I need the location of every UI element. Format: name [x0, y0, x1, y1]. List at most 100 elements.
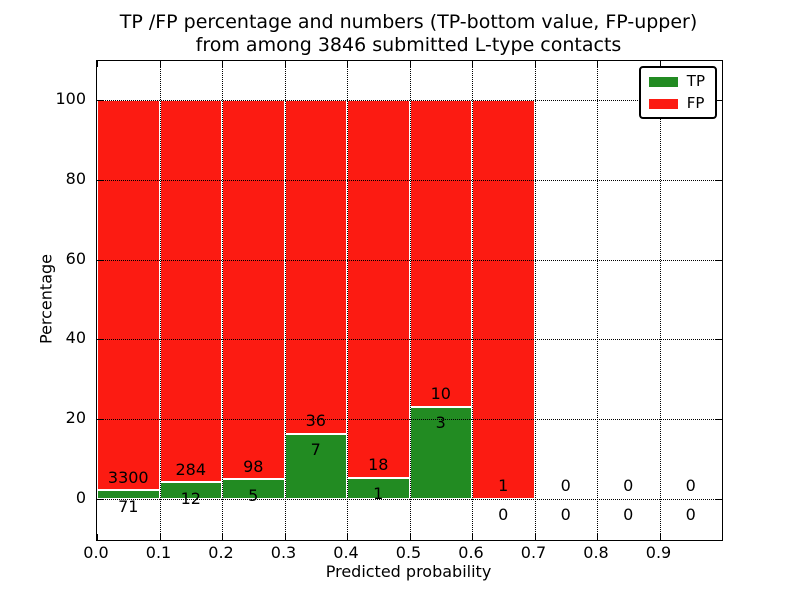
x-tick-label: 0.6: [458, 543, 484, 562]
fp-count-label: 0: [560, 476, 571, 496]
x-tick-mark-top: [284, 61, 286, 67]
y-tick-mark-right: [716, 498, 722, 500]
x-tick-label: 0.4: [333, 543, 359, 562]
x-tick-mark-top: [409, 61, 411, 67]
x-axis-label: Predicted probability: [325, 562, 492, 581]
x-tick-mark-top: [534, 61, 536, 67]
chart-title: TP /FP percentage and numbers (TP-bottom…: [96, 11, 721, 57]
fp-count-label: 18: [368, 455, 389, 475]
y-tick-mark-right: [716, 100, 722, 102]
y-tick-mark-left: [97, 498, 103, 500]
x-tick-mark-top: [597, 61, 598, 67]
x-tick-mark-bottom: [347, 534, 348, 540]
x-tick-mark-bottom: [534, 534, 536, 540]
x-tick-mark-top: [659, 61, 661, 67]
tp-count-label: 12: [180, 488, 201, 508]
x-tick-mark-bottom: [409, 534, 411, 540]
x-tick-mark-top: [222, 61, 223, 67]
bar-fp-segment: [409, 100, 472, 407]
y-tick-mark-right: [716, 339, 722, 341]
x-tick-mark-bottom: [222, 534, 223, 540]
gridline-x: [159, 61, 161, 540]
y-tick-mark-left: [97, 339, 103, 341]
y-tick-label: 60: [65, 248, 86, 268]
x-tick-mark-bottom: [159, 534, 161, 540]
gridline-x: [222, 61, 223, 540]
x-tick-mark-bottom: [659, 534, 661, 540]
y-tick-mark-left: [97, 180, 103, 182]
y-tick-mark-left: [97, 100, 103, 102]
gridline-x: [347, 61, 348, 540]
fp-color-swatch: [648, 98, 678, 109]
bar-tp-segment: [284, 433, 347, 499]
fp-count-label: 0: [685, 476, 696, 496]
chart-title-line1: TP /FP percentage and numbers (TP-bottom…: [119, 11, 698, 33]
y-tick-mark-right: [716, 180, 722, 182]
tp-count-label: 0: [685, 504, 696, 524]
y-tick-mark-left: [97, 259, 103, 261]
y-tick-mark-right: [716, 418, 722, 420]
x-tick-label: 0.1: [145, 543, 172, 562]
x-tick-mark-top: [97, 61, 98, 67]
legend-entry-tp: TP: [648, 72, 705, 90]
tp-color-swatch: [648, 76, 678, 87]
y-tick-label: 80: [65, 169, 86, 189]
x-tick-label: 0.2: [208, 543, 234, 562]
gridline-x: [472, 61, 473, 540]
tp-count-label: 3: [435, 413, 446, 433]
bar-fp-segment: [472, 100, 535, 499]
legend: TP FP: [638, 66, 717, 119]
fp-count-label: 3300: [107, 467, 149, 487]
y-tick-label: 20: [65, 407, 86, 427]
x-tick-label: 0.0: [83, 543, 109, 562]
x-tick-mark-bottom: [472, 534, 473, 540]
x-tick-mark-top: [159, 61, 161, 67]
x-tick-label: 0.9: [645, 543, 672, 562]
x-tick-mark-bottom: [284, 534, 286, 540]
x-tick-label: 0.8: [583, 543, 609, 562]
legend-label-fp: FP: [686, 94, 705, 112]
bar-fp-segment: [159, 100, 222, 483]
y-tick-mark-right: [716, 259, 722, 261]
x-tick-mark-top: [472, 61, 473, 67]
tp-count-label: 71: [118, 496, 139, 516]
bar-fp-segment: [222, 100, 285, 480]
plot-area: TP FP 3300 71 284 12 98 5 36 7 18 1 10 3 1 0 0 0 0 0 0 0: [96, 60, 723, 541]
fp-count-label: 36: [305, 411, 326, 431]
x-tick-label: 0.3: [270, 543, 297, 562]
x-tick-label: 0.5: [395, 543, 422, 562]
bar-fp-segment: [347, 100, 410, 478]
tp-count-label: 0: [560, 504, 571, 524]
bar-tp-segment: [409, 406, 472, 499]
bar-tp-segment: [97, 490, 160, 499]
y-tick-label: 0: [75, 487, 86, 507]
chart-title-line2: from among 3846 submitted L-type contact…: [195, 34, 622, 56]
fp-count-label: 10: [430, 384, 451, 404]
x-tick-mark-top: [347, 61, 348, 67]
tp-count-label: 5: [248, 485, 259, 505]
bar-fp-segment: [284, 100, 347, 434]
y-tick-label: 40: [65, 328, 86, 348]
bar-fp-segment: [97, 100, 160, 491]
tp-count-label: 1: [373, 483, 384, 503]
gridline-x: [659, 61, 661, 540]
fp-count-label: 284: [175, 460, 207, 480]
tp-count-label: 0: [623, 504, 634, 524]
gridline-x: [534, 61, 536, 540]
y-tick-label: 100: [55, 89, 86, 109]
tp-count-label: 7: [310, 440, 321, 460]
gridline-x: [409, 61, 411, 540]
tp-count-label: 0: [498, 504, 509, 524]
gridline-x: [284, 61, 286, 540]
legend-entry-fp: FP: [648, 94, 705, 112]
x-tick-mark-bottom: [97, 534, 98, 540]
x-tick-label: 0.7: [520, 543, 547, 562]
fp-count-label: 0: [623, 476, 634, 496]
y-tick-mark-left: [97, 418, 103, 420]
fp-count-label: 98: [243, 456, 264, 476]
gridline-x: [597, 61, 598, 540]
x-tick-mark-bottom: [597, 534, 598, 540]
fp-count-label: 1: [498, 476, 509, 496]
legend-label-tp: TP: [686, 72, 705, 90]
